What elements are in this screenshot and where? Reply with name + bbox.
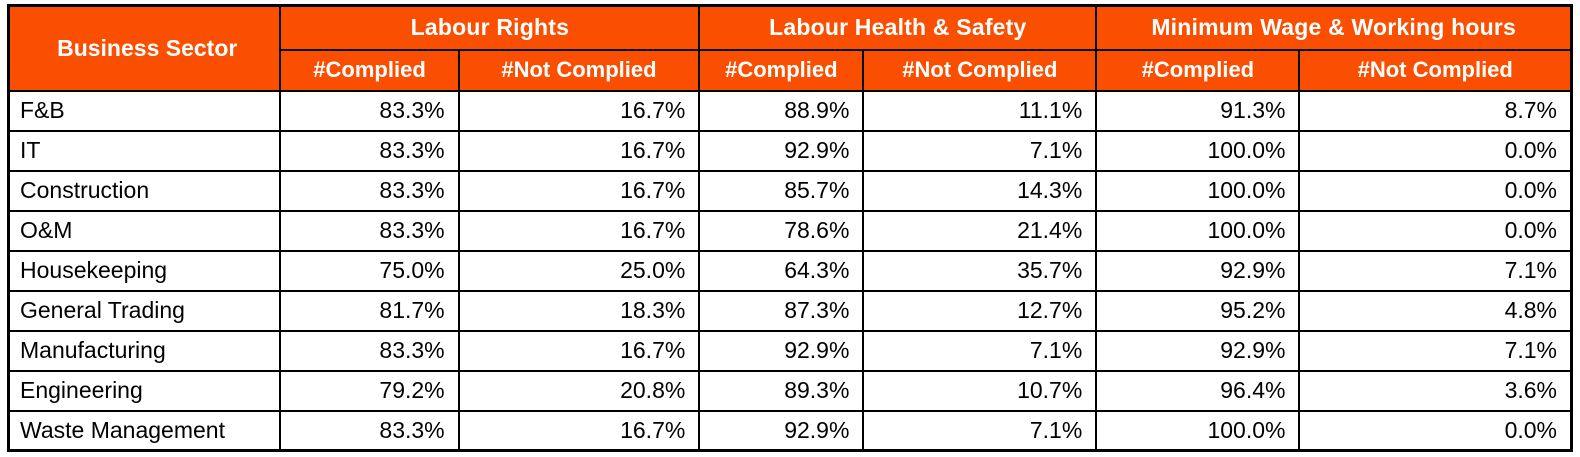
sector-cell: General Trading: [7, 289, 282, 332]
value-cell: 79.2%: [279, 369, 460, 412]
value-cell: 92.9%: [1095, 249, 1301, 292]
subheader-health-safety-not-complied: #Not Complied: [862, 48, 1098, 92]
sector-cell: Waste Management: [7, 409, 282, 452]
group-header-row: Business Sector Labour Rights Labour Hea…: [7, 4, 1573, 92]
value-cell: 0.0%: [1298, 129, 1573, 172]
value-cell: 12.7%: [862, 289, 1098, 332]
value-cell: 16.7%: [457, 169, 701, 212]
subheader-health-safety-complied: #Complied: [698, 48, 865, 92]
value-cell: 14.3%: [862, 169, 1098, 212]
sector-cell: O&M: [7, 209, 282, 252]
value-cell: 64.3%: [698, 249, 865, 292]
value-cell: 83.3%: [279, 329, 460, 372]
value-cell: 16.7%: [457, 209, 701, 252]
value-cell: 100.0%: [1095, 169, 1301, 212]
table-header: Business Sector Labour Rights Labour Hea…: [7, 4, 1573, 92]
value-cell: 83.3%: [279, 409, 460, 452]
table-row-fnb: F&B 83.3% 16.7% 88.9% 11.1% 91.3% 8.7%: [7, 89, 1573, 132]
sector-cell: Engineering: [7, 369, 282, 412]
value-cell: 16.7%: [457, 129, 701, 172]
value-cell: 7.1%: [862, 409, 1098, 452]
value-cell: 92.9%: [698, 129, 865, 172]
compliance-table: Business Sector Labour Rights Labour Hea…: [7, 4, 1573, 452]
value-cell: 35.7%: [862, 249, 1098, 292]
value-cell: 7.1%: [862, 329, 1098, 372]
value-cell: 16.7%: [457, 89, 701, 132]
value-cell: 10.7%: [862, 369, 1098, 412]
value-cell: 96.4%: [1095, 369, 1301, 412]
table-row-general-trading: General Trading 81.7% 18.3% 87.3% 12.7% …: [7, 289, 1573, 332]
subheader-minimum-wage-not-complied: #Not Complied: [1298, 48, 1573, 92]
group-header-labour-health-safety: Labour Health & Safety: [698, 4, 1098, 51]
value-cell: 100.0%: [1095, 409, 1301, 452]
table-row-it: IT 83.3% 16.7% 92.9% 7.1% 100.0% 0.0%: [7, 129, 1573, 172]
value-cell: 83.3%: [279, 209, 460, 252]
value-cell: 8.7%: [1298, 89, 1573, 132]
sector-cell: IT: [7, 129, 282, 172]
value-cell: 78.6%: [698, 209, 865, 252]
value-cell: 21.4%: [862, 209, 1098, 252]
value-cell: 11.1%: [862, 89, 1098, 132]
subheader-labour-rights-not-complied: #Not Complied: [457, 48, 701, 92]
table-row-om: O&M 83.3% 16.7% 78.6% 21.4% 100.0% 0.0%: [7, 209, 1573, 252]
value-cell: 85.7%: [698, 169, 865, 212]
group-header-labour-rights: Labour Rights: [279, 4, 701, 51]
value-cell: 100.0%: [1095, 129, 1301, 172]
sub-header-row: #Complied #Not Complied #Complied #Not C…: [9, 48, 1573, 92]
sector-cell: F&B: [7, 89, 282, 132]
value-cell: 4.8%: [1298, 289, 1573, 332]
value-cell: 91.3%: [1095, 89, 1301, 132]
table-row-housekeeping: Housekeeping 75.0% 25.0% 64.3% 35.7% 92.…: [7, 249, 1573, 292]
value-cell: 25.0%: [457, 249, 701, 292]
table-row-waste-management: Waste Management 83.3% 16.7% 92.9% 7.1% …: [7, 409, 1573, 452]
value-cell: 7.1%: [862, 129, 1098, 172]
business-sector-header: Business Sector: [7, 4, 282, 92]
value-cell: 7.1%: [1298, 329, 1573, 372]
table-row-construction: Construction 83.3% 16.7% 85.7% 14.3% 100…: [7, 169, 1573, 212]
value-cell: 87.3%: [698, 289, 865, 332]
sector-cell: Housekeeping: [7, 249, 282, 292]
subheader-minimum-wage-complied: #Complied: [1095, 48, 1301, 92]
table-row-engineering: Engineering 79.2% 20.8% 89.3% 10.7% 96.4…: [7, 369, 1573, 412]
table-row-manufacturing: Manufacturing 83.3% 16.7% 92.9% 7.1% 92.…: [7, 329, 1573, 372]
value-cell: 92.9%: [698, 329, 865, 372]
value-cell: 16.7%: [457, 329, 701, 372]
subheader-labour-rights-complied: #Complied: [279, 48, 460, 92]
value-cell: 83.3%: [279, 89, 460, 132]
value-cell: 100.0%: [1095, 209, 1301, 252]
value-cell: 16.7%: [457, 409, 701, 452]
value-cell: 0.0%: [1298, 169, 1573, 212]
group-header-minimum-wage-working-hours: Minimum Wage & Working hours: [1095, 4, 1573, 51]
table-body: F&B 83.3% 16.7% 88.9% 11.1% 91.3% 8.7% I…: [7, 89, 1573, 452]
value-cell: 83.3%: [279, 169, 460, 212]
value-cell: 75.0%: [279, 249, 460, 292]
value-cell: 7.1%: [1298, 249, 1573, 292]
sector-cell: Construction: [7, 169, 282, 212]
sector-cell: Manufacturing: [7, 329, 282, 372]
value-cell: 92.9%: [698, 409, 865, 452]
value-cell: 88.9%: [698, 89, 865, 132]
value-cell: 0.0%: [1298, 209, 1573, 252]
value-cell: 92.9%: [1095, 329, 1301, 372]
value-cell: 18.3%: [457, 289, 701, 332]
value-cell: 0.0%: [1298, 409, 1573, 452]
value-cell: 95.2%: [1095, 289, 1301, 332]
value-cell: 20.8%: [457, 369, 701, 412]
value-cell: 89.3%: [698, 369, 865, 412]
value-cell: 3.6%: [1298, 369, 1573, 412]
value-cell: 83.3%: [279, 129, 460, 172]
value-cell: 81.7%: [279, 289, 460, 332]
